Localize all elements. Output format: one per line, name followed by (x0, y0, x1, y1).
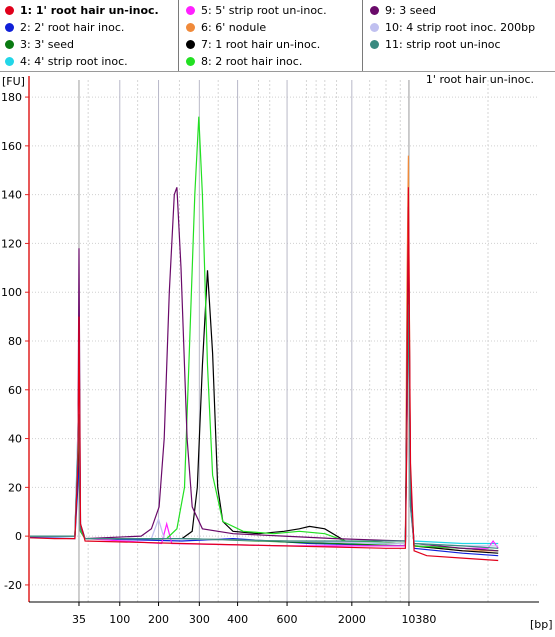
legend-item[interactable]: 3: 3' seed (0, 36, 159, 53)
legend-item[interactable]: 10: 4 strip root inoc. 200bp (365, 19, 535, 36)
legend-item[interactable]: 5: 5' strip root un-inoc. (181, 2, 327, 19)
plot-series (30, 116, 499, 562)
legend-color-dot-icon (370, 23, 379, 32)
legend-item-label: 1: 1' root hair un-inoc. (20, 4, 159, 17)
x-tick-label: 2000 (338, 613, 366, 626)
legend-column-2: 5: 5' strip root un-inoc. 6: 6' nodule 7: … (181, 2, 327, 70)
x-tick-label: 100 (109, 613, 130, 626)
x-tick-label: 400 (227, 613, 248, 626)
legend-item-label: 4: 4' strip root inoc. (20, 55, 128, 68)
x-axis-label: [bp] (530, 618, 553, 631)
axes (25, 76, 539, 606)
y-tick-label: 40 (8, 433, 22, 446)
legend-color-dot-icon (5, 6, 14, 15)
y-tick-label: 140 (1, 189, 22, 202)
y-tick-labels: -20 0 20 40 60 80 100 120 140 160 180 (1, 91, 22, 592)
legend-item[interactable]: 9: 3 seed (365, 2, 535, 19)
series-line (30, 187, 499, 562)
x-tick-label: 10380 (401, 613, 436, 626)
legend-item[interactable]: 7: 1 root hair un-inoc. (181, 36, 327, 53)
legend-panel: 1: 1' root hair un-inoc. 2: 2' root hair … (0, 0, 555, 72)
legend-item-label: 5: 5' strip root un-inoc. (201, 4, 327, 17)
x-tick-label: 200 (148, 613, 169, 626)
legend-color-dot-icon (186, 23, 195, 32)
legend-item-label: 10: 4 strip root inoc. 200bp (385, 21, 536, 34)
legend-item[interactable]: 8: 2 root hair inoc. (181, 53, 327, 70)
legend-divider (0, 71, 555, 72)
legend-color-dot-icon (5, 40, 14, 49)
electropherogram-chart[interactable]: -20 0 20 40 60 80 100 120 140 160 180 35 100 200 300 4… (0, 72, 555, 637)
grid-lines (29, 80, 539, 602)
y-tick-label: 20 (8, 481, 22, 494)
y-tick-label: 100 (1, 286, 22, 299)
y-tick-label: 160 (1, 140, 22, 153)
legend-item-label: 2: 2' root hair inoc. (20, 21, 125, 34)
legend-item-label: 9: 3 seed (385, 4, 436, 17)
chart-title: 1' root hair un-inoc. (426, 73, 534, 86)
legend-item-label: 8: 2 root hair inoc. (201, 55, 303, 68)
legend-column-1: 1: 1' root hair un-inoc. 2: 2' root hair … (0, 2, 159, 70)
y-tick-label: 0 (15, 530, 22, 543)
legend-item[interactable]: 6: 6' nodule (181, 19, 327, 36)
legend-item-label: 7: 1 root hair un-inoc. (201, 38, 321, 51)
legend-item[interactable]: 2: 2' root hair inoc. (0, 19, 159, 36)
x-tick-label: 300 (189, 613, 210, 626)
legend-color-dot-icon (370, 6, 379, 15)
legend-color-dot-icon (186, 40, 195, 49)
y-tick-label: 80 (8, 335, 22, 348)
y-tick-label: 60 (8, 384, 22, 397)
legend-item-label: 11: strip root un-inoc (385, 38, 501, 51)
x-tick-label: 600 (277, 613, 298, 626)
x-tick-labels: 35 100 200 300 400 600 2000 10380 (72, 613, 436, 626)
legend-color-dot-icon (186, 6, 195, 15)
legend-item[interactable]: 4: 4' strip root inoc. (0, 53, 159, 70)
y-tick-label: 120 (1, 237, 22, 250)
legend-item-label: 3: 3' seed (20, 38, 74, 51)
x-tick-label: 35 (72, 613, 86, 626)
legend-item[interactable]: 11: strip root un-inoc (365, 36, 535, 53)
legend-color-dot-icon (5, 57, 14, 66)
legend-item[interactable]: 1: 1' root hair un-inoc. (0, 2, 159, 19)
legend-color-dot-icon (5, 23, 14, 32)
y-axis-label: [FU] (2, 75, 25, 88)
legend-column-3: 9: 3 seed 10: 4 strip root inoc. 200bp 11:… (365, 2, 535, 53)
legend-separator (178, 0, 179, 72)
legend-color-dot-icon (186, 57, 195, 66)
y-tick-label: -20 (4, 579, 22, 592)
legend-item-label: 6: 6' nodule (201, 21, 267, 34)
y-tick-label: 180 (1, 91, 22, 104)
legend-color-dot-icon (370, 40, 379, 49)
legend-separator (362, 0, 363, 72)
